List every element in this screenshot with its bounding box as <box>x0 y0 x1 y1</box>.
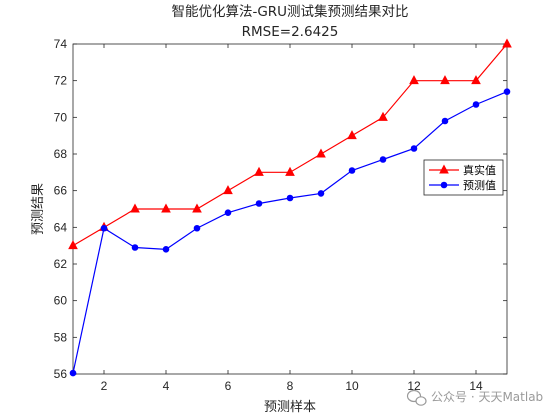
series-2-point <box>410 145 418 152</box>
wechat-icon <box>406 389 427 406</box>
series-2-point <box>441 117 449 125</box>
series-1-point <box>502 38 512 48</box>
legend-box <box>423 159 504 196</box>
series-1-point <box>347 130 357 140</box>
series-1-point <box>68 240 78 250</box>
x-tick-label: 10 <box>345 379 359 393</box>
series-2-point <box>503 88 511 95</box>
series-2-point <box>348 167 356 174</box>
x-tick-label: 4 <box>163 379 170 393</box>
legend-label-2: 预测值 <box>463 179 496 192</box>
series-1-point <box>285 166 295 176</box>
series-2-point <box>162 246 170 253</box>
series-2-point <box>100 224 108 232</box>
legend-marker-2 <box>440 181 448 189</box>
series-2-point <box>286 194 294 202</box>
series-1-point <box>223 185 233 195</box>
series-1-point <box>471 75 481 85</box>
series-1-point <box>440 75 450 85</box>
y-tick-label: 58 <box>54 330 68 344</box>
x-axis-title: 预测样本 <box>264 400 316 415</box>
series-layer <box>68 38 512 377</box>
y-tick-label: 66 <box>54 184 68 198</box>
y-tick-label: 70 <box>54 110 68 124</box>
series-2-point <box>224 209 232 216</box>
chart-title: 智能优化算法-GRU测试集预测结果对比 <box>171 4 408 20</box>
series-2-point <box>193 224 201 232</box>
series-2-point <box>69 369 77 377</box>
series-1-point <box>130 203 140 213</box>
y-tick-label: 74 <box>54 37 68 51</box>
legend-marker-1 <box>439 164 449 174</box>
series-1-point <box>316 148 326 158</box>
x-tick-label: 12 <box>407 379 421 393</box>
series-1-point <box>409 75 419 85</box>
chart-subtitle: RMSE=2.6425 <box>242 24 339 40</box>
y-tick-label: 64 <box>54 220 68 234</box>
series-1-point <box>378 111 388 121</box>
series-2-point <box>379 156 387 163</box>
legend-label-1: 真实值 <box>463 163 496 177</box>
series-1-point <box>161 203 171 213</box>
x-tick-label: 2 <box>101 379 108 393</box>
watermark: 公众号 · 天天Matlab <box>406 389 543 406</box>
series-2-point <box>472 101 480 108</box>
x-tick-label: 14 <box>469 379 483 393</box>
series-1-point <box>254 166 264 176</box>
watermark-text: 公众号 · 天天Matlab <box>431 390 543 404</box>
x-tick-label: 6 <box>225 379 232 393</box>
x-tick-label: 8 <box>287 379 294 393</box>
series-1-point <box>192 203 202 213</box>
y-tick-label: 60 <box>54 294 68 308</box>
series-2-point <box>131 244 139 251</box>
series-2-point <box>255 200 263 207</box>
y-tick-label: 68 <box>54 147 68 161</box>
series-2-point <box>317 190 325 197</box>
y-axis-title: 预测结果 <box>31 183 46 235</box>
y-tick-label: 56 <box>54 367 68 381</box>
y-tick-label: 62 <box>54 257 68 271</box>
y-tick-label: 72 <box>54 74 68 88</box>
